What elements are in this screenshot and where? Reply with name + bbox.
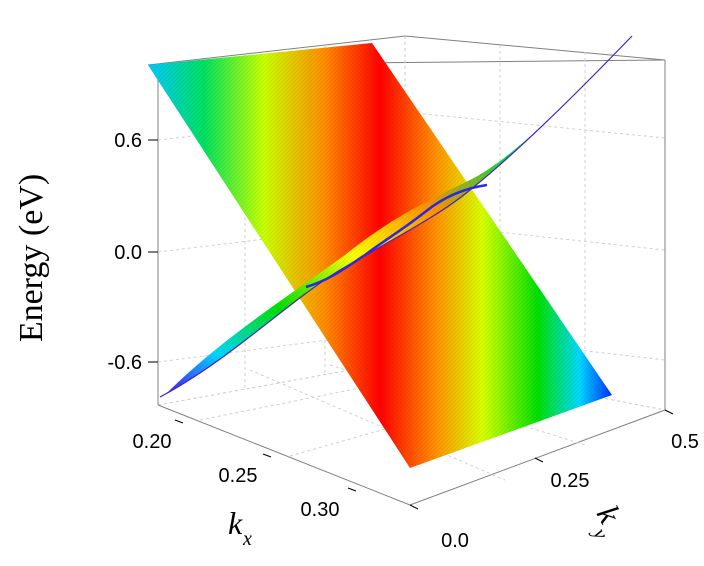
z-axis-tick-label: 0.6 — [114, 130, 142, 152]
y-axis-tick-mark — [409, 504, 419, 510]
y-axis-tick-label: 0.0 — [441, 530, 469, 552]
y-axis-title-main: k — [590, 499, 629, 529]
box-edge — [409, 409, 666, 506]
x-axis-tick-label: 0.25 — [219, 465, 258, 487]
x-axis-tick-mark — [174, 419, 184, 424]
x-axis-tick-label: 0.20 — [133, 431, 172, 453]
x-axis-tick-mark — [347, 487, 357, 492]
y-axis-tick-label: 0.25 — [551, 470, 590, 492]
x-axis-title: k x — [228, 505, 252, 550]
z-axis-tick-label: 0.0 — [114, 242, 142, 264]
surface-ascending — [159, 35, 633, 398]
box-edge — [404, 35, 666, 61]
y-axis-tick-mark — [534, 457, 544, 463]
y-axis-title: k y — [588, 499, 629, 543]
y-axis-ticks: 0.0 0.25 0.5 — [409, 409, 699, 552]
y-axis-tick-label: 0.5 — [671, 431, 699, 453]
x-axis-ticks: 0.20 0.25 0.30 — [133, 419, 357, 521]
x-axis-tick-label: 0.30 — [301, 499, 340, 521]
x-axis-title-main: k — [228, 505, 243, 541]
box-edge — [157, 404, 411, 506]
x-axis-tick-mark — [262, 453, 272, 458]
x-axis-title-sub: x — [242, 528, 252, 550]
box-edge — [147, 35, 406, 66]
z-axis-ticks: 0.6 0.0 -0.6 — [108, 130, 158, 374]
z-axis-tick-label: -0.6 — [108, 352, 142, 374]
z-axis-title: Energy (eV) — [13, 174, 50, 342]
y-axis-tick-mark — [664, 409, 674, 415]
surface-descending — [148, 43, 612, 468]
intersection-line — [305, 183, 488, 289]
